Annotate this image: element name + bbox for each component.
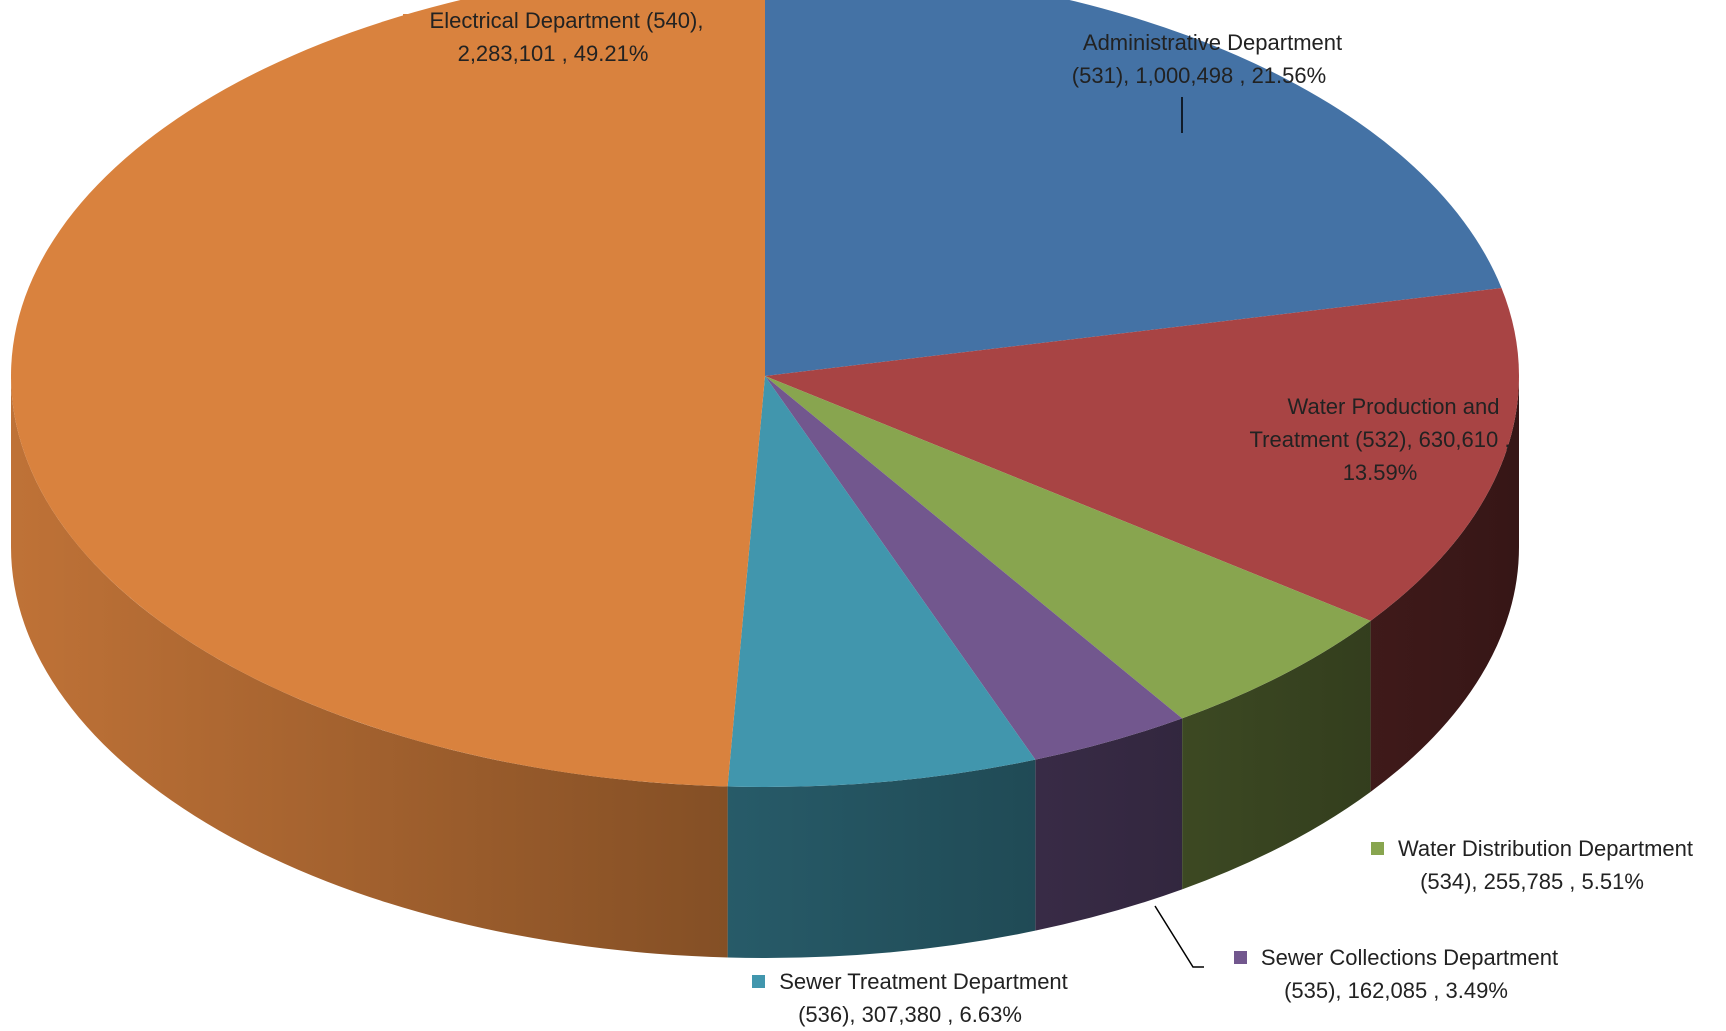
slice-side (1035, 718, 1183, 931)
slice-side (1182, 620, 1371, 890)
label-text: Water Distribution Department (534), 255… (1397, 836, 1694, 894)
slice (765, 376, 1371, 719)
slice (765, 287, 1519, 621)
data-label: Administrative Department (531), 1,000,4… (1027, 26, 1372, 92)
slice (765, 376, 1183, 760)
slice (11, 0, 765, 787)
label-text: Electrical Department (540), 2,283,101 ,… (429, 8, 704, 66)
label-marker (752, 975, 766, 988)
label-text: Sewer Treatment Department (536), 307,38… (779, 969, 1068, 1027)
data-label: Sewer Treatment Department (536), 307,38… (729, 965, 1091, 1031)
data-label: Electrical Department (540), 2,283,101 ,… (386, 4, 721, 70)
data-label: Water Production and Treatment (532), 63… (1224, 390, 1536, 489)
side-walls (11, 376, 1519, 958)
slice-side (11, 376, 728, 958)
slice-tops (11, 0, 1519, 787)
label-marker (402, 14, 416, 27)
label-marker (1233, 951, 1247, 964)
leader-line (1154, 905, 1204, 968)
data-label: Sewer Collections Department (535), 162,… (1215, 941, 1577, 1007)
label-text: Administrative Department (531), 1,000,4… (1071, 30, 1343, 88)
slice-side (727, 759, 1036, 958)
label-text: Sewer Collections Department (535), 162,… (1260, 945, 1559, 1003)
label-marker (1055, 36, 1069, 49)
slice-side (1370, 376, 1519, 792)
label-marker (1370, 842, 1384, 855)
label-marker (1260, 400, 1274, 413)
data-label: Water Distribution Department (534), 255… (1345, 832, 1720, 898)
slice (727, 376, 1036, 787)
slice (765, 0, 1502, 376)
label-text: Water Production and Treatment (532), 63… (1249, 394, 1511, 485)
